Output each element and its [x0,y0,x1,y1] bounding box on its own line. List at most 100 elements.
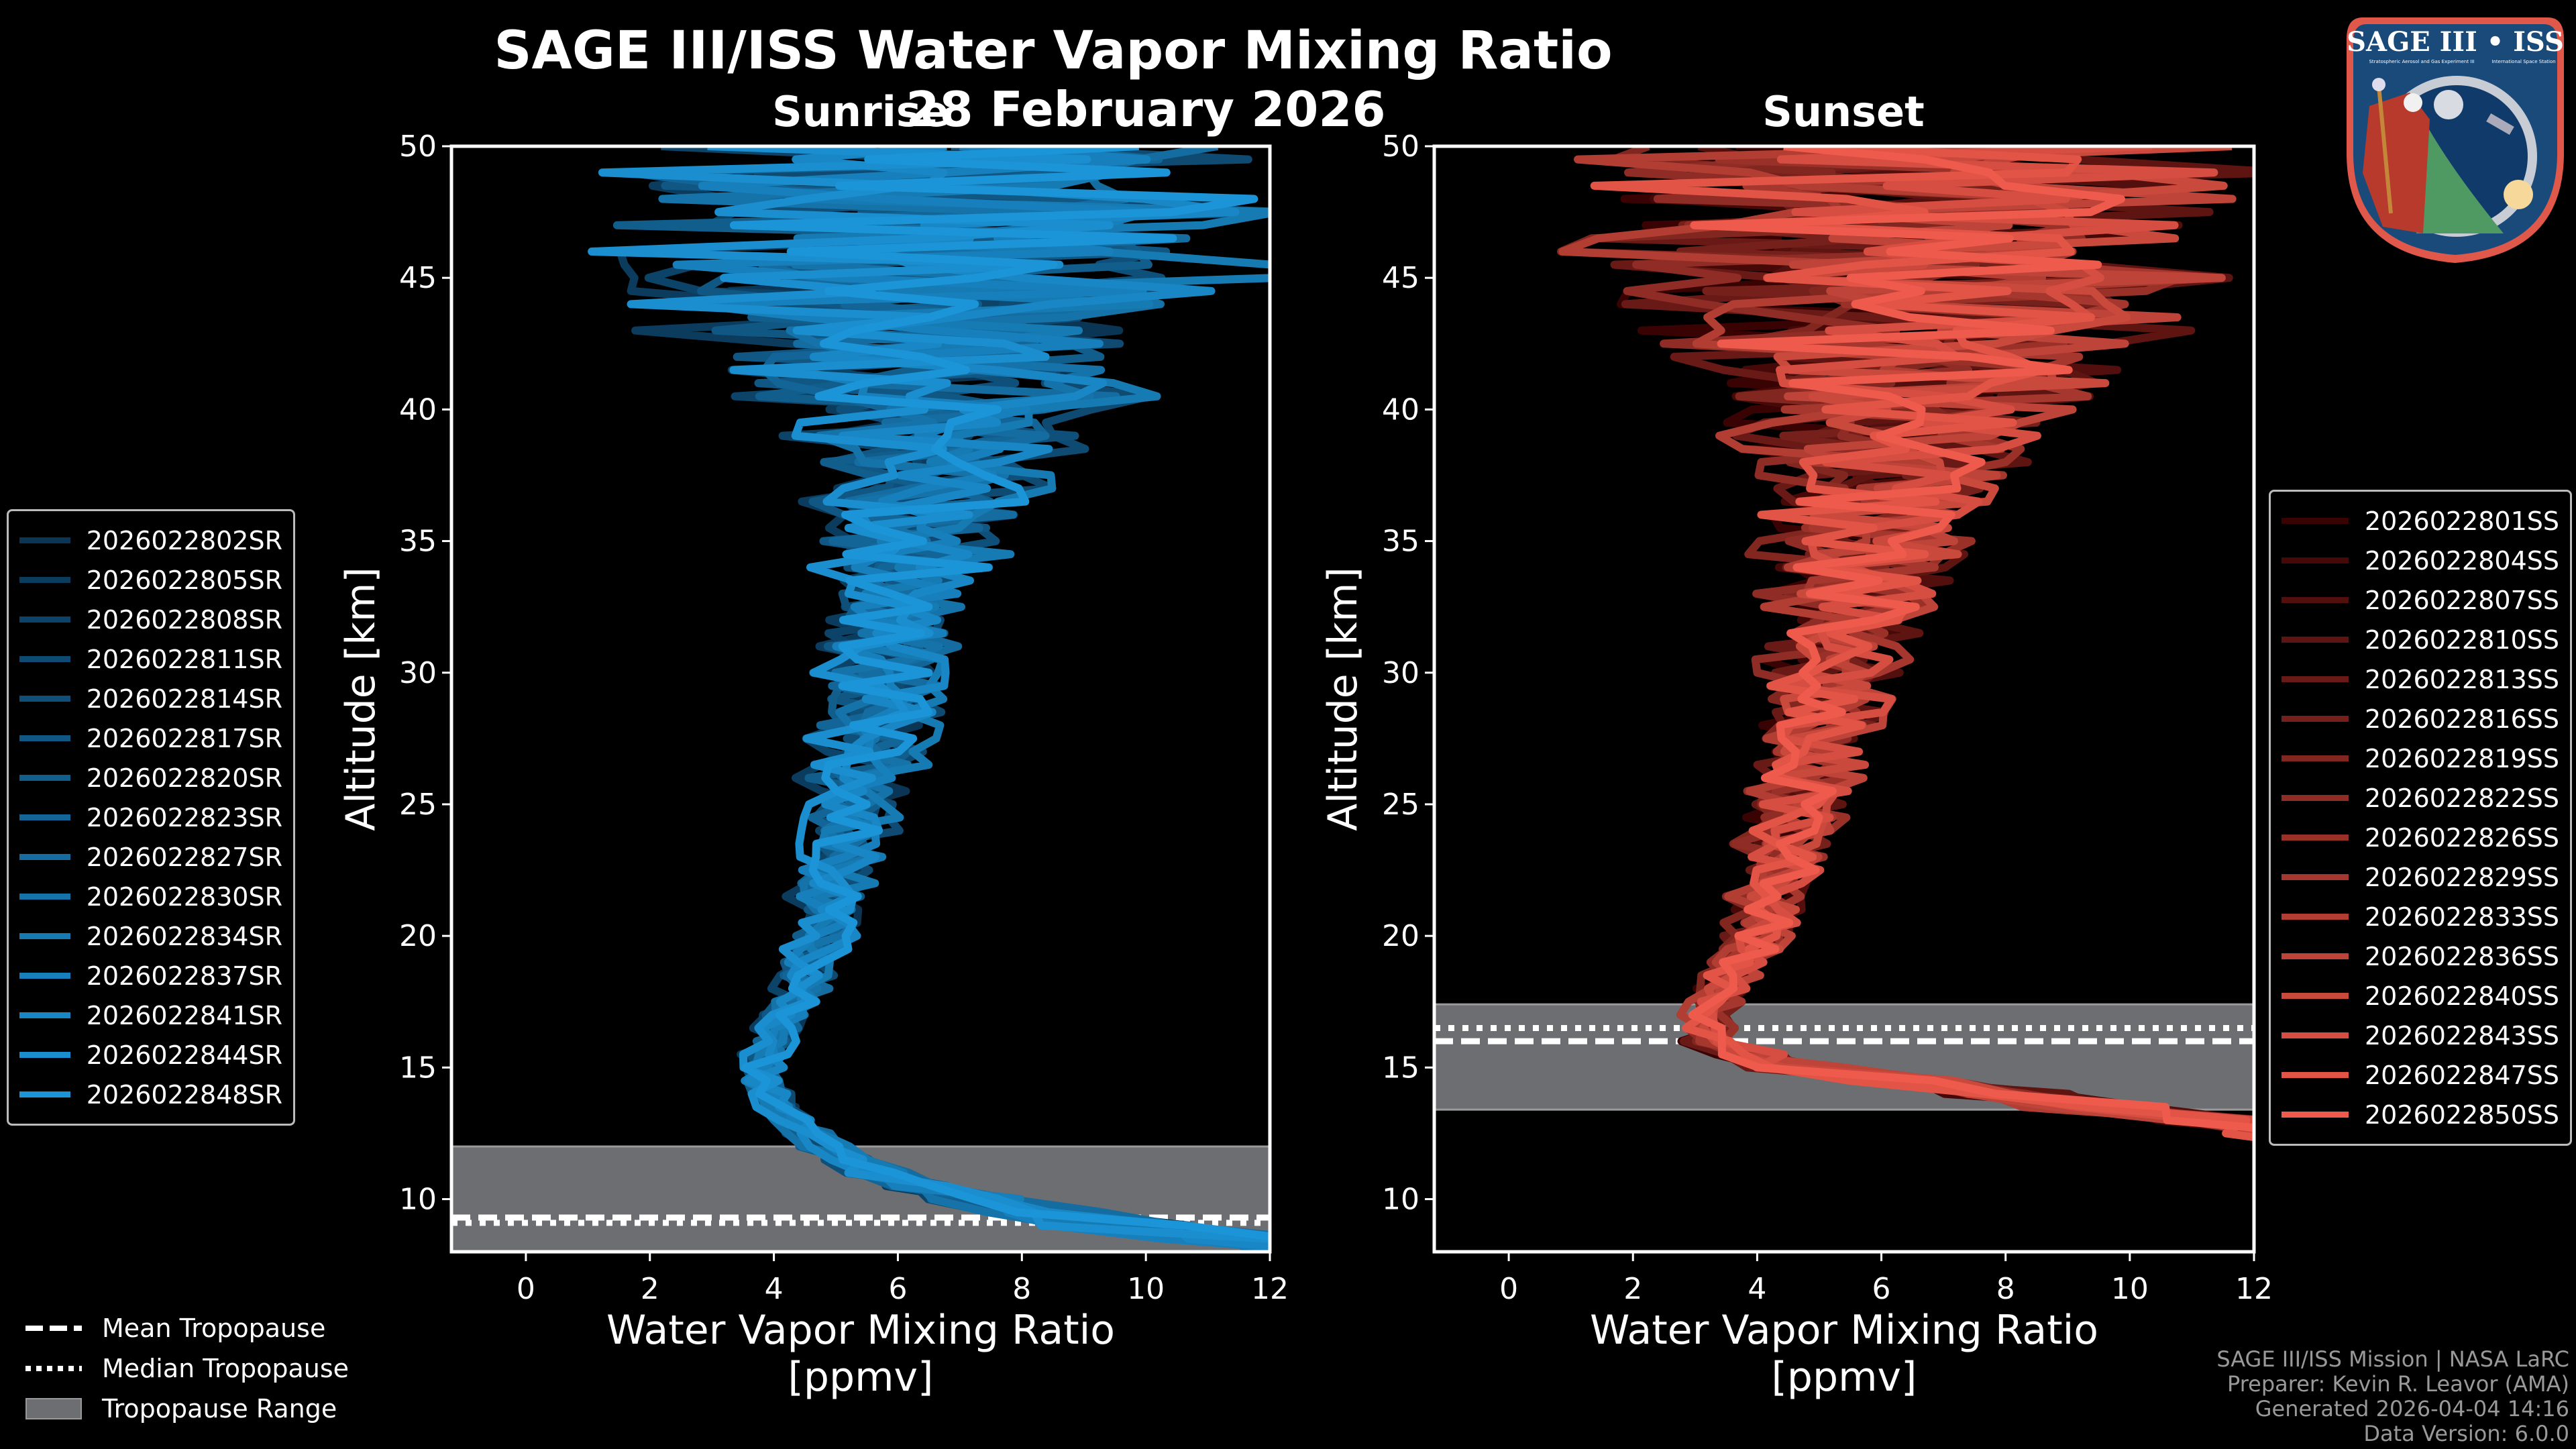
legend-label: 2026022822SS [2364,783,2559,813]
legend-item: 2026022834SR [19,916,282,956]
y-tick-label: 30 [1382,656,1419,690]
sunrise-xlabel: Water Vapor Mixing Ratio [606,1307,1115,1354]
y-tick-label: 45 [1382,261,1419,295]
legend-item: 2026022816SS [2282,699,2559,739]
legend-swatch [2282,676,2349,682]
y-tick-label: 45 [399,261,437,295]
legend-item: 2026022822SS [2282,778,2559,818]
y-tick-label: 50 [399,129,437,164]
x-tick-label: 4 [1748,1272,1766,1306]
y-tick-label: 50 [1382,129,1419,164]
mean-tropopause-label: Mean Tropopause [102,1313,326,1343]
legend-label: 2026022844SR [86,1040,282,1070]
x-tick-label: 6 [1872,1272,1891,1306]
legend-item: 2026022819SS [2282,739,2559,778]
legend-item: 2026022836SS [2282,936,2559,976]
logo-title: SAGE III • ISS [2347,26,2564,58]
x-tick-label: 2 [641,1272,659,1306]
axes-frame [449,144,1272,1254]
legend-label: 2026022807SS [2364,585,2559,615]
legend-swatch [19,656,70,662]
legend-item: 2026022848SR [19,1075,282,1114]
sunset-legend: 2026022801SS 2026022804SS 2026022807SS 2026… [2269,490,2572,1146]
legend-item: 2026022813SS [2282,659,2559,699]
legend-swatch [19,696,70,702]
legend-swatch [2282,953,2349,959]
logo-subtitle-right: International Space Station [2491,59,2555,64]
sunset-ylabel: Altitude [km] [1320,567,1366,831]
legend-item: 2026022837SR [19,956,282,996]
legend-item: 2026022841SR [19,996,282,1035]
profile-2026022847SS [1590,146,2254,1142]
legend-label: 2026022834SR [86,921,282,951]
legend-label: 2026022826SS [2364,822,2559,853]
legend-item: 2026022847SS [2282,1055,2559,1095]
y-tick-label: 15 [399,1051,437,1085]
x-tick-label: 8 [1012,1272,1031,1306]
legend-item: 2026022843SS [2282,1016,2559,1055]
x-tick-label: 10 [2111,1272,2149,1306]
legend-label: 2026022811SR [86,644,282,674]
legend-item: 2026022805SR [19,560,282,600]
y-tick-label: 25 [1382,788,1419,822]
sunrise-legend: 2026022802SR 2026022805SR 2026022808SR 2026… [7,509,295,1126]
legend-swatch [19,854,70,860]
dotted-line-icon [25,1366,82,1371]
footer-generated: Generated 2026-04-04 14:16 [2255,1396,2569,1421]
profile-2026022840SS [1699,146,2254,1124]
x-tick-label: 12 [2235,1272,2273,1306]
legend-label: 2026022810SS [2364,625,2559,655]
legend-label: 2026022829SS [2364,862,2559,892]
legend-swatch [2282,835,2349,841]
legend-item: 2026022844SR [19,1035,282,1075]
legend-item: 2026022833SS [2282,897,2559,936]
legend-label: 2026022850SS [2364,1099,2559,1130]
legend-label: 2026022805SR [86,565,282,595]
legend-label: 2026022808SR [86,604,282,635]
legend-swatch [2282,755,2349,761]
legend-swatch [2282,1032,2349,1038]
legend-label: 2026022843SS [2364,1020,2559,1051]
legend-item: 2026022802SR [19,521,282,560]
sunrise-ylabel: Altitude [km] [337,567,384,831]
legend-label: 2026022837SR [86,961,282,991]
sunset-xlabel-units: [ppmv] [1772,1354,1917,1401]
legend-item: 2026022827SR [19,837,282,877]
legend-label: 2026022813SS [2364,664,2559,694]
legend-swatch [19,735,70,741]
legend-label: 2026022801SS [2364,506,2559,536]
legend-label: 2026022816SS [2364,704,2559,734]
legend-label: 2026022841SR [86,1000,282,1030]
x-tick-label: 2 [1623,1272,1642,1306]
legend-swatch [2282,1112,2349,1118]
footer-credits: SAGE III/ISS Mission | NASA LaRC Prepare… [2216,1347,2569,1446]
legend-item: 2026022840SS [2282,976,2559,1016]
legend-item: 2026022811SR [19,639,282,679]
legend-swatch [19,1012,70,1018]
legend-label: 2026022847SS [2364,1060,2559,1090]
legend-label: 2026022836SS [2364,941,2559,971]
legend-item: 2026022810SS [2282,620,2559,659]
sage-iss-mission-logo: SAGE III • ISS Stratospheric Aerosol and… [2347,17,2564,263]
legend-label: 2026022804SS [2364,545,2559,576]
legend-item: 2026022850SS [2282,1095,2559,1134]
legend-swatch [19,616,70,623]
legend-swatch [19,537,70,543]
legend-item: 2026022830SR [19,877,282,916]
legend-swatch [2282,597,2349,603]
legend-label: 2026022814SR [86,684,282,714]
legend-median-tropopause: Median Tropopause [25,1348,349,1389]
legend-swatch [19,933,70,939]
legend-item: 2026022817SR [19,718,282,758]
legend-mean-tropopause: Mean Tropopause [25,1308,349,1348]
tropopause-range-band [1434,1003,2254,1111]
legend-swatch [19,814,70,820]
legend-item: 2026022801SS [2282,501,2559,541]
legend-item: 2026022829SS [2282,857,2559,897]
x-tick-label: 10 [1127,1272,1165,1306]
x-tick-label: 0 [1499,1272,1518,1306]
legend-swatch [19,894,70,900]
dashed-line-icon [25,1326,82,1331]
legend-label: 2026022820SR [86,763,282,793]
